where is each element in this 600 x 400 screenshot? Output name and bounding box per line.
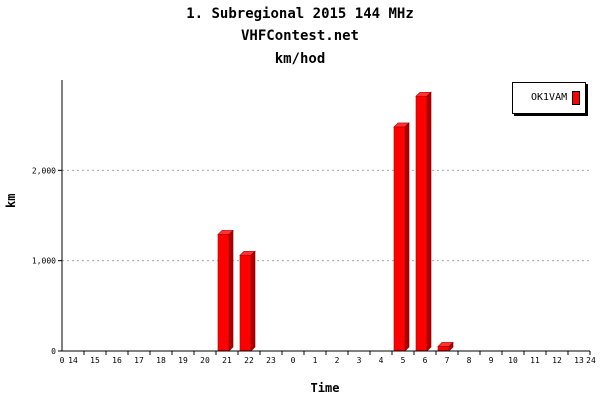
x-tick-label: 8 xyxy=(467,356,472,365)
x-tick-label: 21 xyxy=(222,356,232,365)
bar xyxy=(393,126,406,352)
x-tick-label: 18 xyxy=(156,356,166,365)
y-tick-label: 1,000 xyxy=(32,257,56,266)
bar-side xyxy=(426,91,432,352)
x-tick-label: 24 xyxy=(586,356,596,365)
legend-swatch xyxy=(572,91,580,105)
x-tick-label: 16 xyxy=(112,356,122,365)
x-tick-label: 23 xyxy=(266,356,276,365)
x-tick-label: 4 xyxy=(379,356,384,365)
y-tick-label: 0 xyxy=(51,347,56,356)
legend: OK1VAM xyxy=(512,82,586,114)
x-tick-label: 0 xyxy=(60,356,65,365)
x-tick-label: 2 xyxy=(335,356,340,365)
x-tick-label: 14 xyxy=(68,356,78,365)
x-tick-label: 15 xyxy=(90,356,100,365)
x-tick-label: 19 xyxy=(178,356,188,365)
x-tick-label: 12 xyxy=(552,356,562,365)
y-axis-label: km xyxy=(4,193,18,208)
x-tick-label: 17 xyxy=(134,356,144,365)
x-tick-label: 0 xyxy=(291,356,296,365)
x-tick-label: 5 xyxy=(401,356,406,365)
chart-unit-subtitle: km/hod xyxy=(274,51,326,67)
bar-side xyxy=(250,250,256,352)
x-tick-label: 1 xyxy=(313,356,318,365)
x-tick-label: 22 xyxy=(244,356,254,365)
x-tick-label: 10 xyxy=(508,356,518,365)
bar-side xyxy=(404,122,410,352)
x-tick-label: 9 xyxy=(489,356,494,365)
legend-series-label: OK1VAM xyxy=(531,92,568,103)
x-tick-label: 20 xyxy=(200,356,210,365)
chart-title: 1. Subregional 2015 144 MHz xyxy=(186,6,414,22)
chart-subtitle: VHFContest.net xyxy=(240,28,359,44)
bar xyxy=(437,346,450,352)
x-axis-label: Time xyxy=(310,381,340,395)
x-tick-label: 3 xyxy=(357,356,362,365)
x-tick-label: 7 xyxy=(445,356,450,365)
x-tick-label: 13 xyxy=(574,356,584,365)
bar xyxy=(217,234,230,352)
x-tick-label: 6 xyxy=(423,356,428,365)
y-tick-label: 2,000 xyxy=(32,166,56,175)
bar-side xyxy=(228,229,234,352)
bar xyxy=(415,95,428,352)
bar xyxy=(239,254,252,352)
x-tick-label: 11 xyxy=(530,356,540,365)
